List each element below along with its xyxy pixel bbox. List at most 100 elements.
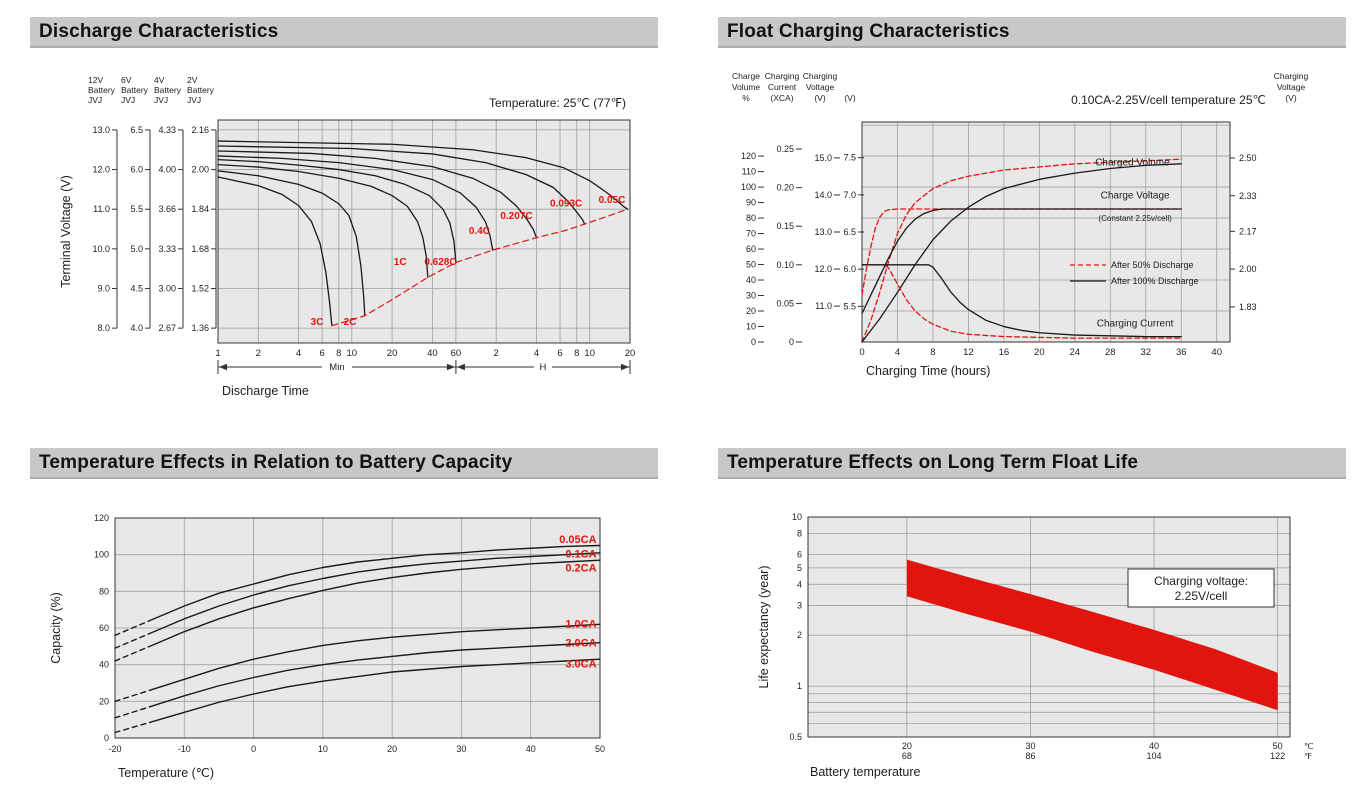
svg-text:13.0: 13.0 bbox=[92, 125, 110, 135]
svg-text:JVJ: JVJ bbox=[121, 95, 135, 105]
svg-text:After 50% Discharge: After 50% Discharge bbox=[1111, 260, 1194, 270]
svg-text:5.0: 5.0 bbox=[130, 244, 143, 254]
svg-text:After 100% Discharge: After 100% Discharge bbox=[1111, 276, 1199, 286]
svg-text:50: 50 bbox=[1273, 741, 1283, 751]
svg-text:40: 40 bbox=[1149, 741, 1159, 751]
svg-text:0.10CA-2.25V/cell temperature: 0.10CA-2.25V/cell temperature 25℃ bbox=[1071, 93, 1266, 107]
svg-text:Charge: Charge bbox=[732, 71, 760, 81]
svg-text:104: 104 bbox=[1147, 751, 1162, 761]
temp-capacity-plot: 0 20 40 60 80 100 120 -20 -10 0 10 20 30 40 50 0.05CA 0.… bbox=[49, 513, 605, 780]
svg-text:90: 90 bbox=[746, 198, 756, 208]
svg-text:2.25V/cell: 2.25V/cell bbox=[1175, 589, 1228, 603]
svg-text:2C: 2C bbox=[344, 317, 357, 328]
svg-text:3.0CA: 3.0CA bbox=[565, 659, 596, 671]
svg-text:1.0CA: 1.0CA bbox=[565, 618, 596, 630]
svg-text:16: 16 bbox=[999, 347, 1010, 358]
svg-text:20: 20 bbox=[387, 744, 397, 754]
svg-text:2: 2 bbox=[797, 630, 802, 640]
svg-text:0: 0 bbox=[251, 744, 256, 754]
discharge-chart: 1 2 4 6 8 10 20 40 60 2 4 6 8 10 20 12V Battery JVJ 13.0 12… bbox=[30, 55, 675, 430]
temp-capacity-title: Temperature Effects in Relation to Batte… bbox=[39, 452, 513, 473]
svg-text:10: 10 bbox=[746, 322, 756, 332]
svg-text:%: % bbox=[742, 93, 750, 103]
svg-text:30: 30 bbox=[746, 291, 756, 301]
svg-text:6: 6 bbox=[557, 348, 562, 359]
float-charging-chart: 0 4 8 12 16 20 24 28 32 36 40 Charge Volume% 120 110 10… bbox=[710, 55, 1365, 430]
svg-text:6: 6 bbox=[319, 348, 324, 359]
svg-text:JVJ: JVJ bbox=[187, 95, 201, 105]
svg-text:Temperature (℃): Temperature (℃) bbox=[118, 766, 214, 780]
svg-text:12V: 12V bbox=[88, 75, 103, 85]
svg-text:40: 40 bbox=[746, 275, 756, 285]
svg-text:1.68: 1.68 bbox=[191, 244, 209, 254]
svg-text:4: 4 bbox=[797, 579, 802, 589]
discharge-title-bar: Discharge Characteristics bbox=[30, 17, 658, 48]
svg-text:0: 0 bbox=[859, 347, 864, 358]
svg-text:8.0: 8.0 bbox=[97, 323, 110, 333]
svg-text:10: 10 bbox=[318, 744, 328, 754]
svg-text:℉: ℉ bbox=[1304, 751, 1313, 761]
discharge-title: Discharge Characteristics bbox=[39, 21, 279, 42]
svg-text:0.10: 0.10 bbox=[776, 260, 794, 270]
svg-text:122: 122 bbox=[1270, 751, 1285, 761]
float-life-title: Temperature Effects on Long Term Float L… bbox=[727, 452, 1139, 473]
svg-text:JVJ: JVJ bbox=[88, 95, 102, 105]
temp-capacity-title-bar: Temperature Effects in Relation to Batte… bbox=[30, 448, 658, 479]
svg-text:Voltage: Voltage bbox=[806, 82, 835, 92]
svg-text:Min: Min bbox=[329, 362, 344, 373]
svg-text:50: 50 bbox=[595, 744, 605, 754]
svg-text:Charging: Charging bbox=[1274, 71, 1309, 81]
svg-text:20: 20 bbox=[746, 306, 756, 316]
svg-text:2: 2 bbox=[494, 348, 499, 359]
svg-text:Charge Voltage: Charge Voltage bbox=[1101, 191, 1170, 202]
svg-text:6.0: 6.0 bbox=[130, 165, 143, 175]
svg-text:10: 10 bbox=[792, 512, 802, 522]
svg-text:0.05: 0.05 bbox=[776, 298, 794, 308]
svg-text:12.0: 12.0 bbox=[92, 165, 110, 175]
svg-text:H: H bbox=[540, 362, 547, 373]
svg-text:60: 60 bbox=[451, 348, 462, 359]
svg-text:12: 12 bbox=[963, 347, 974, 358]
svg-text:Charging: Charging bbox=[803, 71, 838, 81]
svg-text:0.25: 0.25 bbox=[776, 144, 794, 154]
svg-text:8: 8 bbox=[797, 528, 802, 538]
svg-text:110: 110 bbox=[742, 167, 756, 177]
svg-text:(XCA): (XCA) bbox=[770, 93, 793, 103]
svg-text:3: 3 bbox=[797, 600, 802, 610]
discharge-characteristics-plot: 1 2 4 6 8 10 20 40 60 2 4 6 8 10 2012VBatteryJVJ13.012… bbox=[59, 75, 635, 398]
svg-text:2.33: 2.33 bbox=[1239, 191, 1257, 201]
svg-text:4.33: 4.33 bbox=[158, 125, 176, 135]
svg-text:Capacity (%): Capacity (%) bbox=[49, 592, 63, 664]
svg-text:1C: 1C bbox=[394, 257, 407, 268]
svg-text:32: 32 bbox=[1140, 347, 1151, 358]
svg-text:0.093C: 0.093C bbox=[550, 199, 582, 210]
svg-text:60: 60 bbox=[746, 244, 756, 254]
svg-text:-20: -20 bbox=[108, 744, 121, 754]
svg-text:Battery: Battery bbox=[187, 85, 215, 95]
svg-text:20: 20 bbox=[99, 696, 109, 706]
svg-text:2.0CA: 2.0CA bbox=[565, 638, 596, 650]
svg-text:Current: Current bbox=[768, 82, 797, 92]
svg-text:Volume: Volume bbox=[732, 82, 761, 92]
svg-text:2.17: 2.17 bbox=[1239, 226, 1257, 236]
svg-text:14.0: 14.0 bbox=[814, 190, 832, 200]
svg-text:Charging: Charging bbox=[765, 71, 800, 81]
svg-text:1.83: 1.83 bbox=[1239, 302, 1257, 312]
svg-text:5: 5 bbox=[797, 563, 802, 573]
svg-text:2.00: 2.00 bbox=[1239, 264, 1257, 274]
svg-text:0.20: 0.20 bbox=[776, 183, 794, 193]
svg-text:0.1CA: 0.1CA bbox=[565, 549, 596, 561]
svg-text:(Constant 2.25v/cell): (Constant 2.25v/cell) bbox=[1098, 214, 1172, 223]
svg-text:℃: ℃ bbox=[1304, 741, 1314, 751]
svg-text:7.0: 7.0 bbox=[843, 190, 856, 200]
svg-text:(V): (V) bbox=[814, 93, 826, 103]
svg-text:0: 0 bbox=[751, 337, 756, 347]
svg-text:9.0: 9.0 bbox=[97, 283, 110, 293]
svg-text:Battery: Battery bbox=[88, 85, 116, 95]
svg-text:40: 40 bbox=[99, 660, 109, 670]
svg-text:100: 100 bbox=[741, 182, 756, 192]
svg-text:4: 4 bbox=[895, 347, 900, 358]
temp-capacity-chart: 0 20 40 60 80 100 120 -20 -10 0 10 20 30 40 50 0.05CA 0.… bbox=[30, 485, 675, 795]
svg-text:1: 1 bbox=[215, 348, 220, 359]
svg-text:8: 8 bbox=[574, 348, 579, 359]
